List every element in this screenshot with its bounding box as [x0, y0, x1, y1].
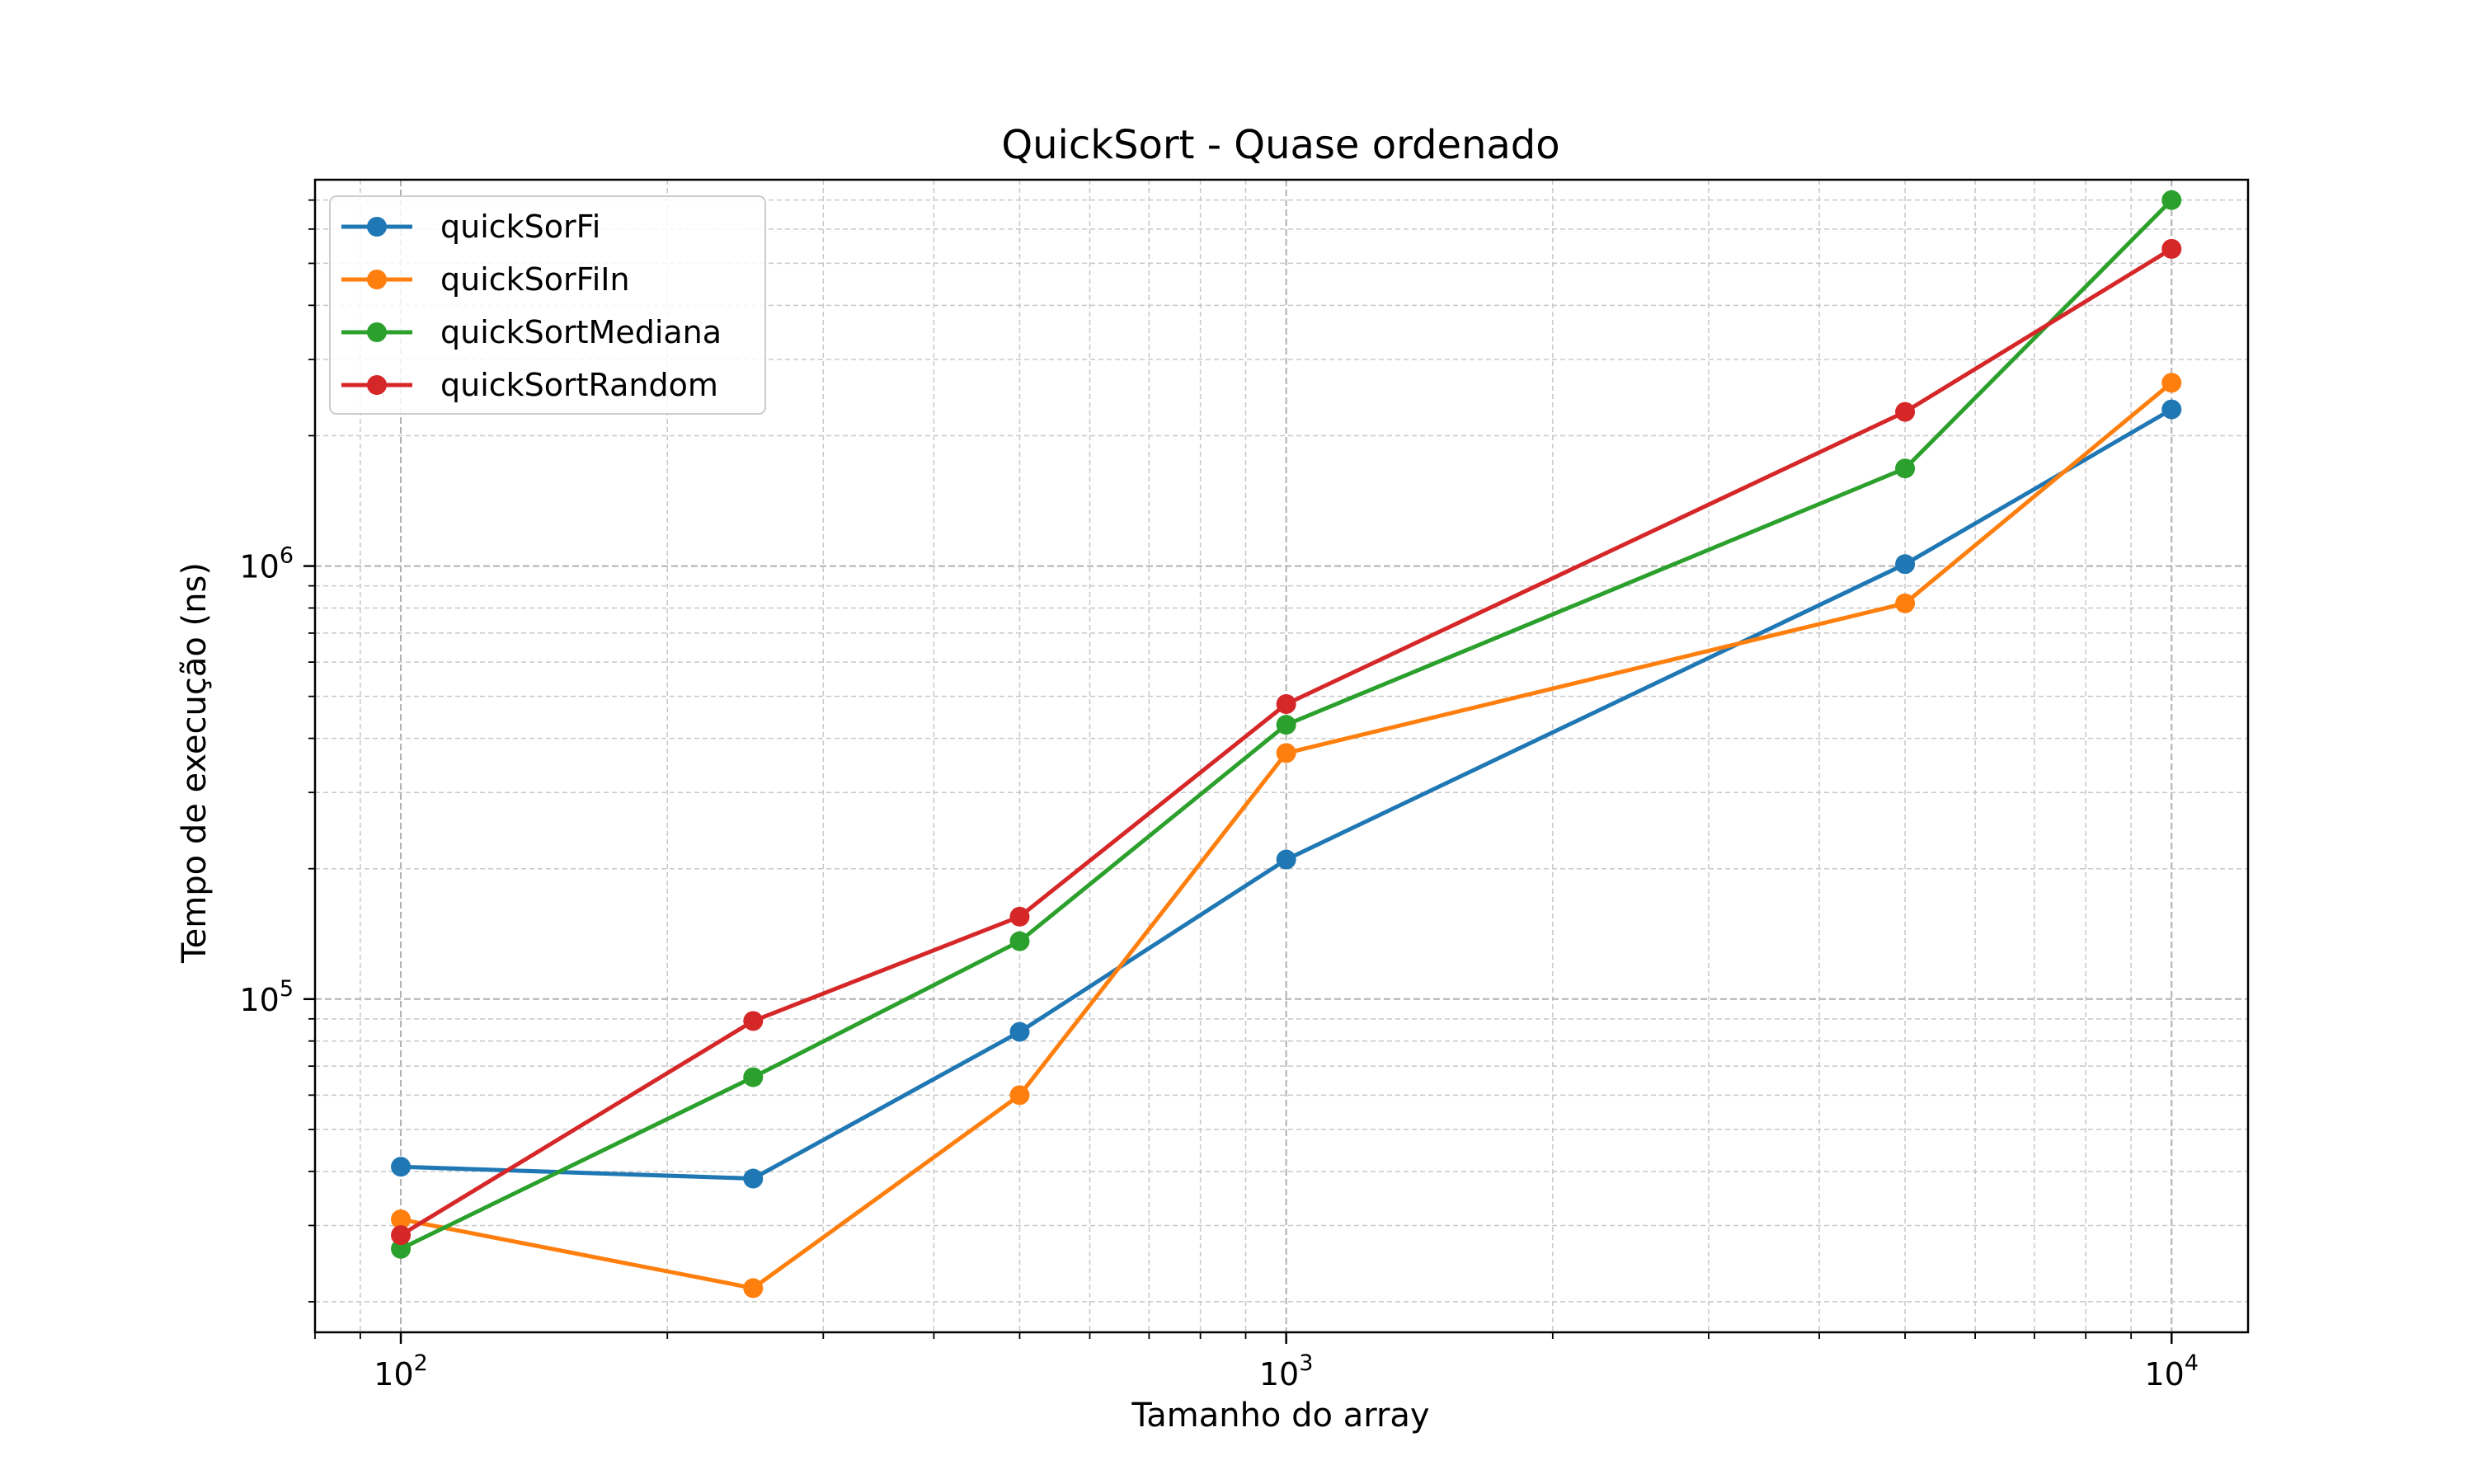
legend-item: quickSorFiIn	[341, 261, 630, 298]
data-point	[743, 1067, 764, 1087]
series-quickSortMediana	[391, 190, 2182, 1259]
data-point	[1895, 554, 1916, 575]
data-point	[2161, 399, 2182, 420]
legend-label: quickSorFi	[440, 209, 600, 245]
legend-marker	[367, 322, 387, 342]
plot-frame	[313, 178, 2250, 1334]
x-axis-label: Tamanho do array	[1131, 1397, 1429, 1435]
data-point	[743, 1168, 764, 1189]
chart-title: QuickSort - Quase ordenado	[1001, 122, 1559, 168]
legend: quickSorFi quickSorFiIn quickSortMediana qu…	[329, 195, 766, 415]
data-point	[1276, 743, 1296, 763]
data-point	[391, 1225, 412, 1246]
legend-marker	[367, 270, 387, 289]
legend-box	[329, 195, 766, 415]
data-point	[1009, 1021, 1030, 1042]
x-tick-label: 103	[1259, 1350, 1314, 1392]
data-point	[1276, 849, 1296, 870]
series-line	[400, 407, 2173, 1181]
series-line	[399, 247, 2173, 1237]
data-point	[1009, 906, 1030, 927]
data-point	[391, 1157, 412, 1177]
legend-item: quickSorFi	[341, 209, 600, 245]
x-tick-label: 104	[2145, 1350, 2199, 1392]
data-point	[1276, 693, 1296, 714]
legend-item: quickSortRandom	[341, 367, 718, 403]
series-quickSorFi	[391, 399, 2182, 1189]
data-point	[1009, 931, 1030, 951]
data-point	[2161, 190, 2182, 210]
y-tick-label: 106	[239, 543, 294, 585]
data-point	[1009, 1085, 1030, 1106]
data-point	[1895, 402, 1916, 422]
legend-label: quickSortRandom	[440, 367, 718, 403]
data-point	[1895, 458, 1916, 479]
legend-label: quickSortMediana	[440, 314, 722, 350]
legend-item: quickSortMediana	[341, 314, 722, 350]
data-point	[1895, 593, 1916, 613]
y-tick-label: 105	[239, 976, 294, 1018]
legend-marker	[367, 375, 387, 395]
data-point	[2161, 238, 2182, 259]
data-point	[743, 1278, 764, 1298]
data-point	[743, 1011, 764, 1031]
data-point	[391, 1238, 412, 1259]
data-point	[391, 1209, 412, 1229]
x-tick-label: 102	[374, 1350, 428, 1392]
series-quickSortRandom	[391, 238, 2182, 1246]
data-point	[2161, 373, 2182, 393]
legend-label: quickSorFiIn	[440, 261, 630, 298]
legend-marker	[367, 217, 387, 237]
series-line	[400, 381, 2173, 1290]
data-point	[1276, 715, 1296, 735]
series-layer	[391, 190, 2182, 1298]
ticks: 102 103 104 105 106	[239, 199, 2199, 1392]
series-line	[399, 198, 2174, 1251]
y-axis-label: Tempo de execução (ns)	[176, 562, 214, 964]
series-quickSorFiIn	[391, 373, 2182, 1298]
